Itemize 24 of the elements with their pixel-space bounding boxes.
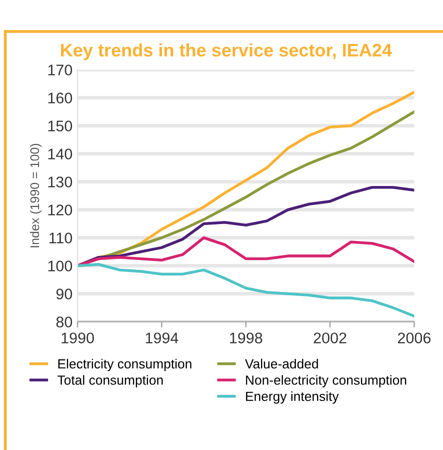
legend-label: Total consumption: [58, 375, 163, 388]
y-tick-label: 120: [48, 204, 72, 216]
chart-title: Key trends in the service sector, IEA24: [61, 43, 392, 60]
y-tick-label: 110: [49, 232, 72, 244]
y-tick-label: 80: [56, 316, 72, 328]
line-series: [78, 262, 414, 318]
y-axis-title: Index (1990 = 100): [30, 144, 42, 248]
x-tick-label: 1990: [62, 332, 94, 344]
y-tick-label: 160: [48, 92, 72, 104]
x-tick-label: 1994: [146, 332, 178, 344]
y-tick-label: 130: [48, 176, 72, 188]
line-series: [78, 236, 414, 268]
legend-label: Value-added: [245, 358, 318, 369]
x-tick-label: 1998: [230, 332, 262, 344]
y-tick-label: 90: [56, 288, 72, 300]
x-tick-label: 2006: [398, 332, 431, 344]
y-tick-label: 170: [48, 64, 72, 76]
legend-label: Non-electricity consumption: [246, 375, 406, 388]
y-tick-label: 100: [48, 260, 72, 272]
legend-label: Energy intensity: [246, 391, 339, 404]
y-tick-label: 140: [48, 148, 72, 160]
x-tick-label: 2002: [314, 332, 346, 344]
legend-label: Electricity consumption: [58, 358, 192, 372]
y-tick-label: 150: [48, 120, 72, 132]
